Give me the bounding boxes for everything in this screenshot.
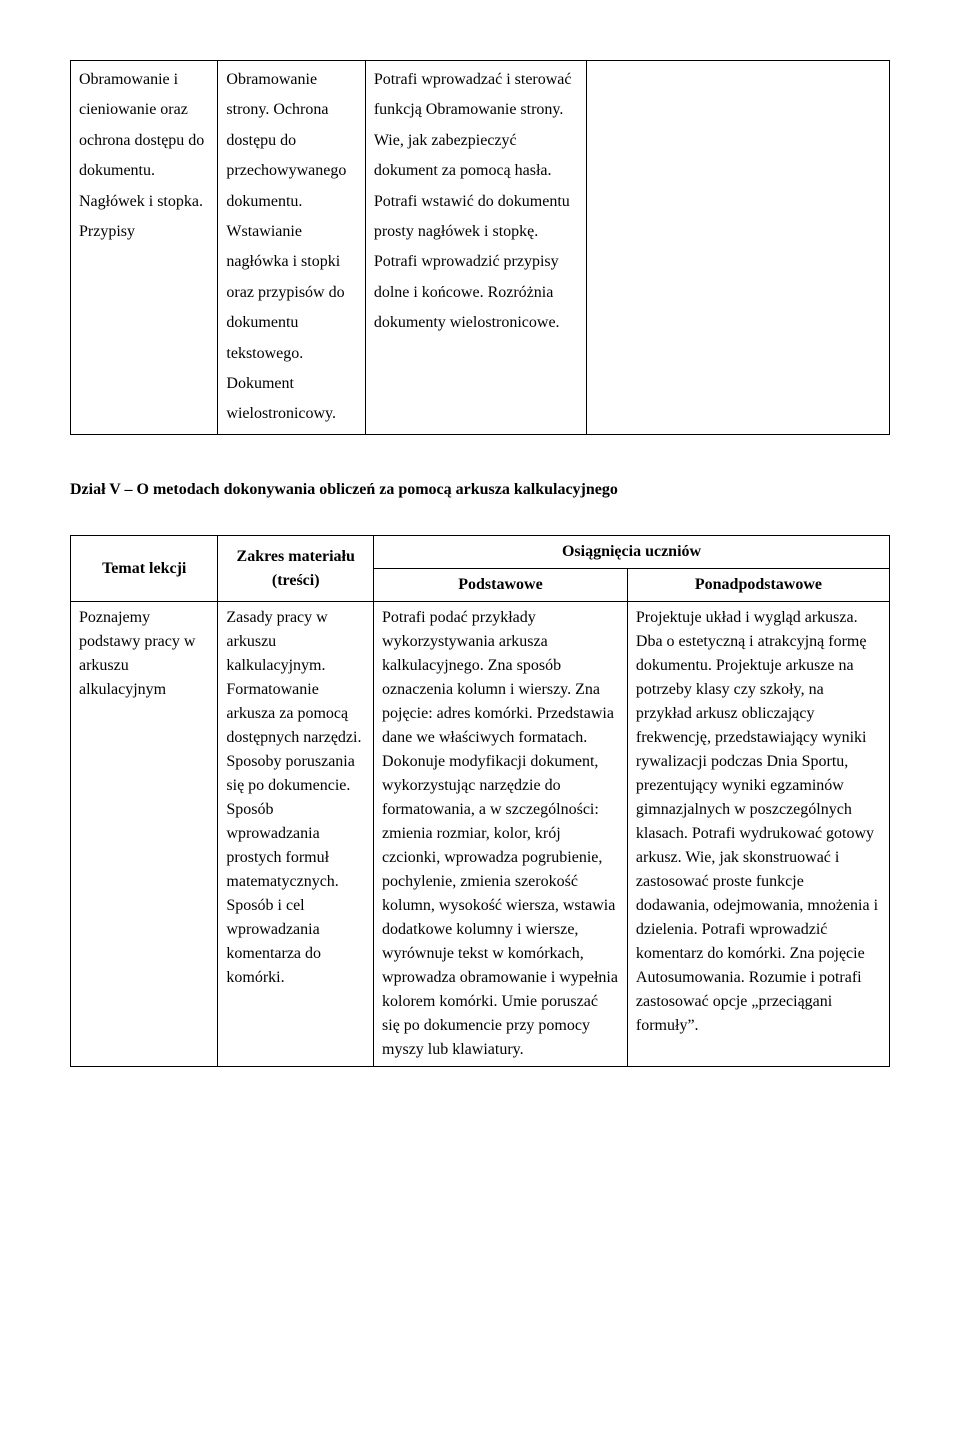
header-temat: Temat lekcji	[71, 536, 218, 602]
cell-topic: Obramowanie i cieniowanie oraz ochrona d…	[71, 61, 218, 435]
table-header-row-1: Temat lekcji Zakres materiału (treści) O…	[71, 536, 890, 569]
cell-topic: Poznajemy podstawy pracy w arkuszu alkul…	[71, 602, 218, 1067]
cell-advanced: Projektuje układ i wygląd arkusza. Dba o…	[627, 602, 889, 1067]
header-ponadpodstawowe: Ponadpodstawowe	[627, 569, 889, 602]
cell-scope: Zasady pracy w arkuszu kalkulacyjnym. Fo…	[218, 602, 374, 1067]
header-zakres: Zakres materiału (treści)	[218, 536, 374, 602]
table-row: Obramowanie i cieniowanie oraz ochrona d…	[71, 61, 890, 435]
table-1: Obramowanie i cieniowanie oraz ochrona d…	[70, 60, 890, 435]
section-title: Dział V – O metodach dokonywania oblicze…	[70, 475, 890, 505]
header-osiagniecia: Osiągnięcia uczniów	[374, 536, 890, 569]
cell-basic: Potrafi wprowadzać i sterować funkcją Ob…	[365, 61, 586, 435]
cell-advanced	[586, 61, 889, 435]
cell-basic: Potrafi podać przykłady wykorzystywania …	[374, 602, 628, 1067]
table-row: Poznajemy podstawy pracy w arkuszu alkul…	[71, 602, 890, 1067]
header-podstawowe: Podstawowe	[374, 569, 628, 602]
cell-scope: Obramowanie strony. Ochrona dostępu do p…	[218, 61, 365, 435]
table-2: Temat lekcji Zakres materiału (treści) O…	[70, 535, 890, 1067]
